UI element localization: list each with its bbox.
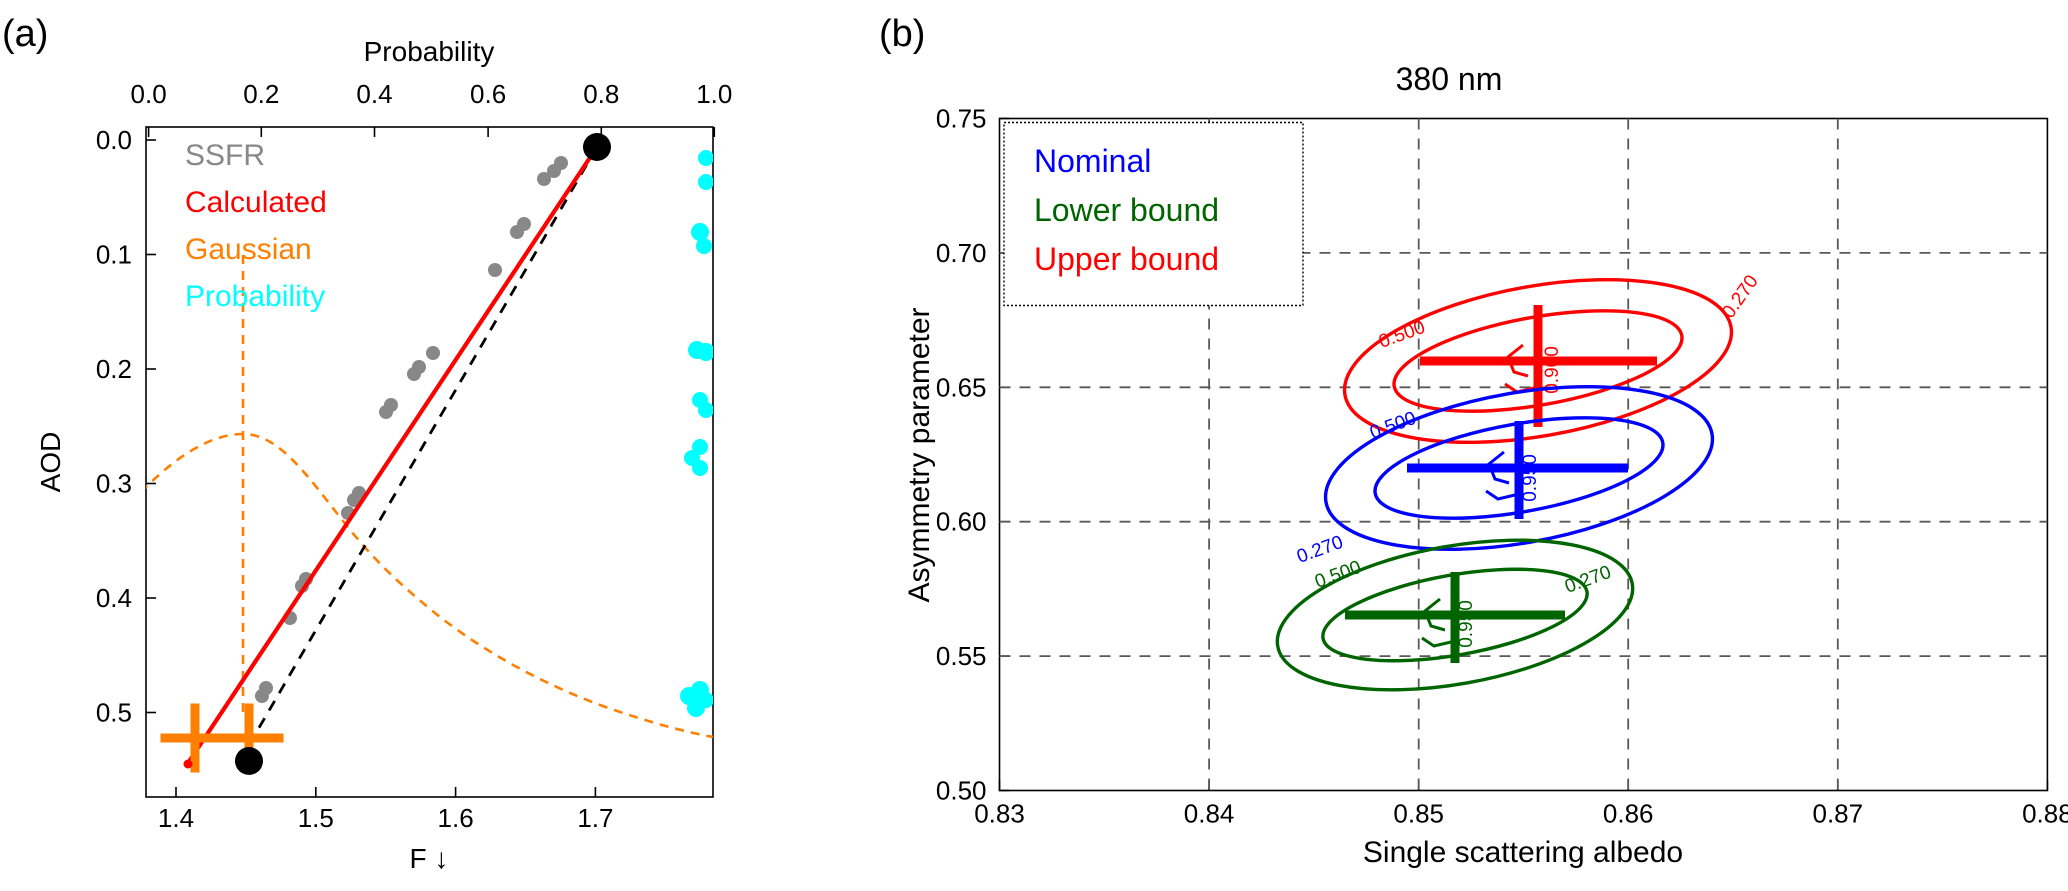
svg-text:0.5: 0.5 bbox=[96, 698, 132, 728]
svg-text:0.4: 0.4 bbox=[96, 583, 132, 613]
svg-text:0.0: 0.0 bbox=[96, 125, 132, 155]
svg-text:0.55: 0.55 bbox=[936, 641, 987, 671]
svg-text:0.2: 0.2 bbox=[96, 354, 132, 384]
svg-text:0.75: 0.75 bbox=[936, 104, 987, 134]
svg-text:0.60: 0.60 bbox=[936, 507, 987, 537]
svg-text:Asymmetry parameter: Asymmetry parameter bbox=[903, 307, 936, 602]
svg-text:0.950: 0.950 bbox=[1456, 600, 1477, 648]
svg-text:1.6: 1.6 bbox=[438, 803, 474, 833]
svg-text:0.1: 0.1 bbox=[96, 240, 132, 270]
svg-text:0.8: 0.8 bbox=[583, 79, 619, 109]
svg-text:Gaussian: Gaussian bbox=[185, 233, 312, 266]
svg-text:Upper bound: Upper bound bbox=[1034, 241, 1219, 277]
svg-text:0.0: 0.0 bbox=[131, 79, 167, 109]
svg-text:0.6: 0.6 bbox=[470, 79, 506, 109]
svg-text:0.87: 0.87 bbox=[1812, 799, 1863, 829]
svg-text:0.65: 0.65 bbox=[936, 372, 987, 402]
svg-text:0.88: 0.88 bbox=[2022, 799, 2068, 829]
svg-text:0.4: 0.4 bbox=[356, 79, 392, 109]
svg-text:1.0: 1.0 bbox=[696, 79, 732, 109]
svg-text:(b): (b) bbox=[879, 13, 925, 55]
svg-text:SSFR: SSFR bbox=[185, 139, 265, 172]
svg-text:1.4: 1.4 bbox=[158, 803, 194, 833]
svg-text:0.86: 0.86 bbox=[1603, 799, 1654, 829]
svg-text:Calculated: Calculated bbox=[185, 186, 327, 219]
svg-text:Nominal: Nominal bbox=[1034, 143, 1151, 179]
svg-text:F ↓: F ↓ bbox=[410, 843, 449, 874]
svg-text:0.84: 0.84 bbox=[1184, 799, 1235, 829]
svg-text:0.2: 0.2 bbox=[243, 79, 279, 109]
svg-text:0.950: 0.950 bbox=[1520, 454, 1541, 502]
svg-text:1.5: 1.5 bbox=[298, 803, 334, 833]
svg-text:(a): (a) bbox=[2, 13, 48, 55]
svg-text:Lower bound: Lower bound bbox=[1034, 192, 1219, 228]
svg-text:AOD: AOD bbox=[35, 432, 66, 493]
svg-text:0.70: 0.70 bbox=[936, 238, 987, 268]
svg-text:0.50: 0.50 bbox=[936, 776, 987, 806]
svg-text:1.7: 1.7 bbox=[577, 803, 613, 833]
svg-text:0.3: 0.3 bbox=[96, 469, 132, 499]
svg-text:Single scattering albedo: Single scattering albedo bbox=[1363, 836, 1683, 869]
svg-text:Probability: Probability bbox=[185, 280, 325, 313]
svg-text:Probability: Probability bbox=[364, 36, 495, 67]
svg-text:380 nm: 380 nm bbox=[1396, 61, 1503, 97]
svg-text:0.85: 0.85 bbox=[1393, 799, 1444, 829]
